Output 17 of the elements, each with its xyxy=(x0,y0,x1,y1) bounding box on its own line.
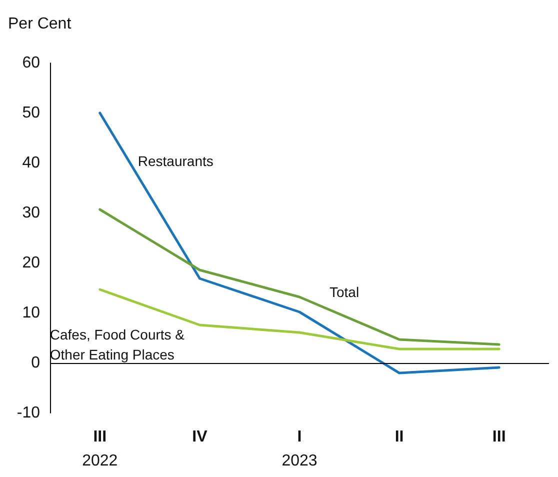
series-label: Restaurants xyxy=(138,153,214,169)
y-tick-label: 60 xyxy=(22,54,40,72)
series-label: Cafes, Food Courts & Other Eating Places xyxy=(50,326,186,362)
x-tick-label: I 2023 xyxy=(282,428,318,470)
y-tick-label: 30 xyxy=(22,204,40,222)
x-tick-label: III 2022 xyxy=(82,428,118,470)
y-tick-label: 0 xyxy=(31,354,40,372)
y-axis-title: Per Cent xyxy=(8,16,72,32)
series-label: Total xyxy=(330,284,360,300)
y-tick-label: -10 xyxy=(16,404,40,422)
x-tick-label: III xyxy=(492,428,506,446)
y-tick-label: 50 xyxy=(22,104,40,122)
y-tick-label: 10 xyxy=(22,304,40,322)
y-tick-label: 20 xyxy=(22,254,40,272)
x-tick-label: IV xyxy=(192,428,208,446)
x-tick-label: II xyxy=(394,428,404,446)
y-tick-label: 40 xyxy=(22,154,40,172)
